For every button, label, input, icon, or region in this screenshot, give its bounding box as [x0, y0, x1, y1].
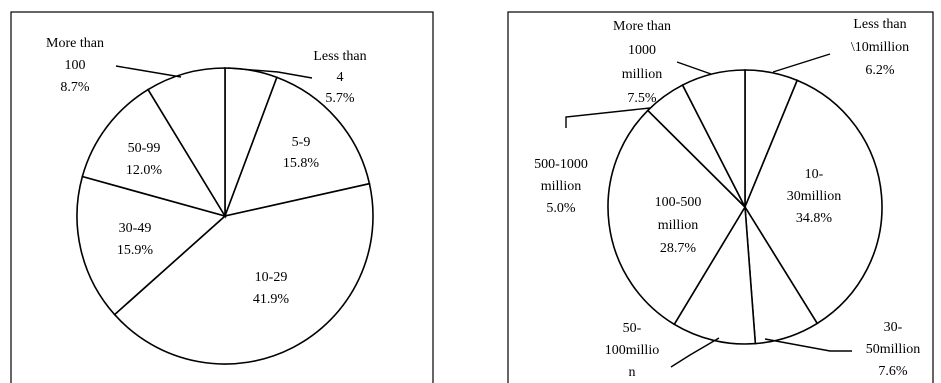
slice-label-line: 5-9	[292, 135, 311, 150]
right-chart-frame	[507, 11, 934, 383]
pie-slice-50-99	[81, 88, 227, 218]
leader-line-less-than-10million	[772, 53, 831, 73]
slice-label-10-30million: 10- 30million 34.8%	[787, 167, 841, 226]
pie-slice-10-30million	[744, 79, 883, 325]
slice-label-line: 7.6%	[878, 364, 908, 379]
slice-label-line: million	[622, 67, 662, 82]
slice-label-50-100million: 50- 100millio n	[605, 321, 659, 380]
slice-label-line: 100	[65, 58, 86, 73]
slice-label-30-50million: 30- 50million 7.6%	[866, 320, 920, 379]
leader-line-30-50million	[764, 338, 852, 352]
slice-label-line: 30million	[787, 189, 841, 204]
left-chart-frame	[10, 11, 434, 383]
leader-line-50-100million	[670, 337, 720, 368]
slice-label-line: 5.0%	[546, 201, 576, 216]
leader-line-500-1000-million	[565, 107, 651, 128]
slice-label-line: 34.8%	[796, 211, 833, 226]
slice-label-line: 50-	[623, 321, 642, 336]
pie-slice-100-500-million	[607, 109, 747, 326]
slice-label-line: 500-1000	[534, 157, 588, 172]
slice-label-line: Less than	[313, 49, 366, 64]
slice-label-line: 5.7%	[325, 91, 355, 106]
pie-slice-10-29	[113, 182, 374, 365]
slice-label-more-than-1000-million: More than 1000 million 7.5%	[613, 19, 671, 106]
slice-label-line: More than	[613, 19, 671, 34]
slice-label-less-than-10million: Less than \10million 6.2%	[851, 17, 909, 78]
right-pie-chart: Less than \10million 6.2% 10- 30million 34.8%…	[534, 17, 920, 380]
slice-label-line: 6.2%	[865, 63, 895, 78]
slice-label-50-99: 50-99 12.0%	[126, 141, 163, 178]
slice-label-10-29: 10-29 41.9%	[253, 270, 290, 307]
left-pie-chart: Less than 4 5.7% 5-9 15.8% 10-29 41.9% 30-49 15.…	[46, 36, 374, 365]
slice-label-line: 15.8%	[283, 156, 320, 171]
pie-slice-more-than-1000-million	[681, 69, 746, 208]
slice-label-line: \10million	[851, 40, 909, 55]
slice-label-line: 10-	[805, 167, 824, 182]
slice-label-line: million	[541, 179, 581, 194]
slice-label-line: 100millio	[605, 343, 659, 358]
pie-slice-50-100million	[673, 204, 757, 345]
slice-label-line: 1000	[628, 43, 656, 58]
pie-slice-more-than-100	[146, 67, 226, 219]
slice-label-line: Less than	[853, 17, 906, 32]
slice-label-line: 12.0%	[126, 163, 163, 178]
slice-label-line: 50-99	[128, 141, 161, 156]
slice-label-more-than-100: More than 100 8.7%	[46, 36, 104, 95]
slice-label-line: 100-500	[655, 195, 702, 210]
pie-slice-5-9	[223, 76, 371, 218]
slice-label-line: 30-	[884, 320, 903, 335]
slice-label-5-9: 5-9 15.8%	[283, 135, 320, 171]
leader-line-more-than-100	[115, 65, 182, 78]
slice-label-line: 4	[337, 70, 344, 85]
slice-label-line: 8.7%	[60, 80, 90, 95]
slice-label-500-1000-million: 500-1000 million 5.0%	[534, 157, 588, 216]
slice-label-line: 7.5%	[627, 91, 657, 106]
leader-line-more-than-1000-million	[676, 61, 712, 75]
slice-label-line: 50million	[866, 342, 920, 357]
slice-label-line: 10-29	[255, 270, 288, 285]
slice-label-line: 28.7%	[660, 241, 697, 256]
slice-label-line: 15.9%	[117, 243, 154, 258]
slice-label-30-49: 30-49 15.9%	[117, 221, 154, 258]
slice-label-line: n	[629, 365, 636, 380]
slice-label-line: million	[658, 218, 698, 233]
slice-label-less-than-4: Less than 4 5.7%	[313, 49, 366, 106]
slice-label-100-500-million: 100-500 million 28.7%	[655, 195, 702, 256]
slice-label-line: More than	[46, 36, 104, 51]
pie-slice-30-49	[76, 175, 227, 316]
slice-label-line: 41.9%	[253, 292, 290, 307]
slice-label-line: 30-49	[119, 221, 152, 236]
leader-line-less-than-4	[227, 67, 313, 79]
